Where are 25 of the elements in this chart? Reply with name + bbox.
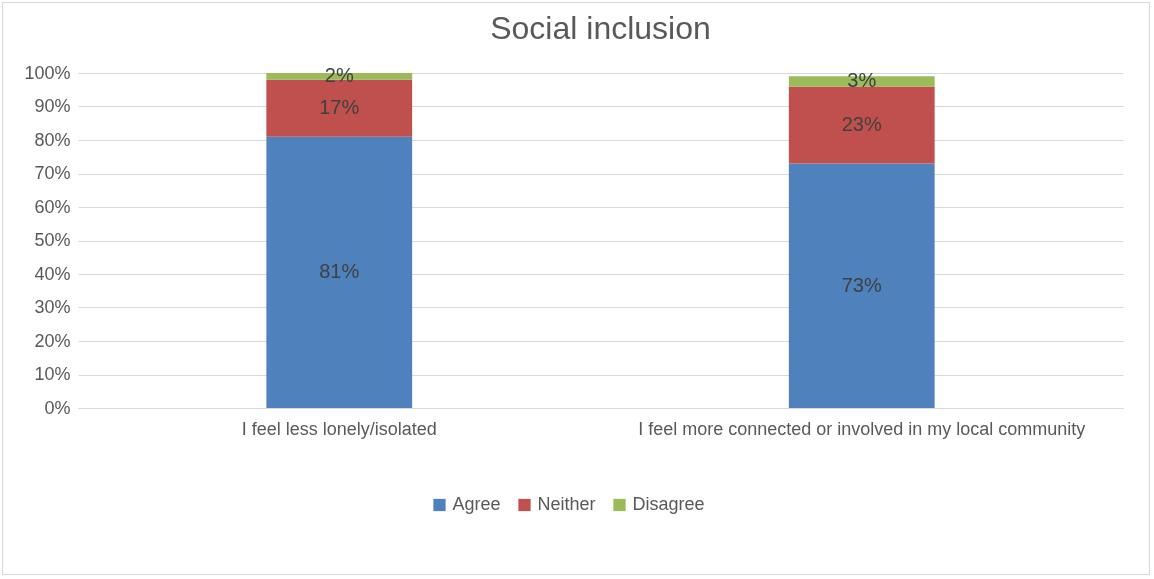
- y-tick-label: 40%: [34, 263, 71, 284]
- x-tick-label: I feel more connected or involved in my local community: [638, 418, 1086, 439]
- data-label: 23%: [841, 112, 882, 135]
- y-tick-label: 30%: [34, 297, 71, 317]
- data-label: 73%: [841, 273, 882, 296]
- legend-label: Neither: [537, 494, 596, 514]
- data-label: 81%: [319, 260, 360, 283]
- data-label: 17%: [319, 96, 360, 119]
- y-tick-label: 50%: [34, 230, 71, 250]
- y-tick-label: 60%: [34, 196, 71, 217]
- y-tick-label: 90%: [34, 96, 71, 116]
- y-tick-label: 70%: [34, 163, 71, 183]
- y-tick-label: 20%: [34, 330, 71, 351]
- data-label: 3%: [847, 69, 877, 92]
- y-tick-label: 80%: [34, 129, 71, 150]
- x-tick-label: I feel less lonely/isolated: [241, 418, 437, 439]
- y-tick-label: 0%: [44, 397, 71, 418]
- legend-label: Disagree: [632, 494, 705, 514]
- bar: [788, 163, 935, 408]
- bar: [788, 86, 935, 164]
- chart-title: Social inclusion: [490, 10, 711, 46]
- bar: [266, 136, 413, 408]
- y-tick-label: 100%: [24, 62, 71, 83]
- y-tick-label: 10%: [34, 364, 71, 384]
- legend-label: Agree: [452, 494, 501, 514]
